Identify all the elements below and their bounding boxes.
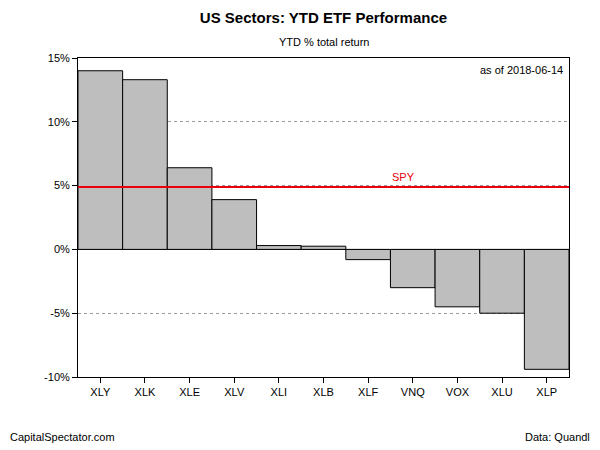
- svg-text:as of 2018-06-14: as of 2018-06-14: [480, 64, 563, 76]
- svg-text:0%: 0%: [54, 243, 70, 255]
- svg-text:XLV: XLV: [224, 386, 245, 398]
- svg-text:YTD % total return: YTD % total return: [279, 36, 369, 48]
- svg-text:VNQ: VNQ: [401, 386, 425, 398]
- svg-text:CapitalSpectator.com: CapitalSpectator.com: [10, 431, 115, 443]
- svg-text:XLY: XLY: [90, 386, 111, 398]
- svg-text:VOX: VOX: [446, 386, 470, 398]
- svg-text:Data: Quandl: Data: Quandl: [525, 431, 590, 443]
- svg-text:XLF: XLF: [358, 386, 378, 398]
- svg-text:10%: 10%: [48, 116, 70, 128]
- svg-text:XLE: XLE: [179, 386, 200, 398]
- svg-text:5%: 5%: [54, 179, 70, 191]
- svg-text:XLK: XLK: [135, 386, 156, 398]
- svg-text:-5%: -5%: [50, 307, 70, 319]
- svg-text:15%: 15%: [48, 52, 70, 64]
- svg-text:SPY: SPY: [392, 171, 415, 183]
- svg-text:XLU: XLU: [491, 386, 512, 398]
- svg-text:XLB: XLB: [313, 386, 334, 398]
- svg-text:US Sectors: YTD ETF Performanc: US Sectors: YTD ETF Performance: [200, 9, 447, 26]
- svg-text:XLP: XLP: [536, 386, 557, 398]
- svg-text:-10%: -10%: [44, 371, 70, 383]
- svg-text:XLI: XLI: [271, 386, 288, 398]
